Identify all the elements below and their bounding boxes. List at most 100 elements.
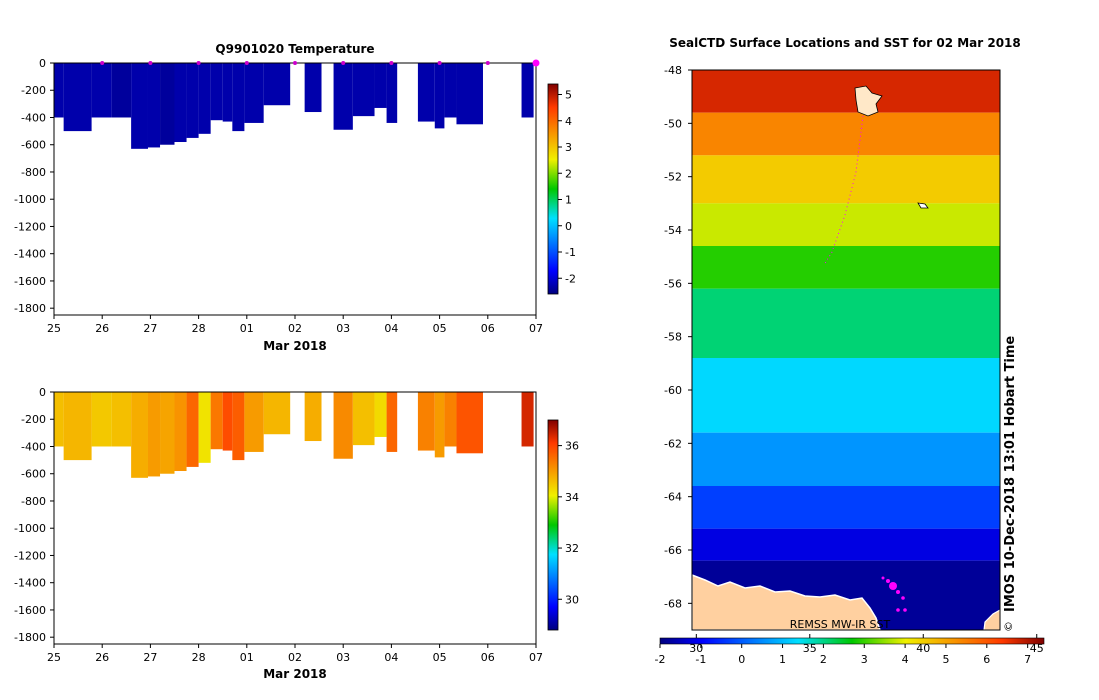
profile-marker: [293, 61, 297, 65]
colorbar-tick-label: -1: [565, 246, 576, 259]
sst-field: [692, 70, 1000, 630]
seal-track: [823, 99, 907, 612]
salinity-panel: 0 -200 -400 -600 -800 -1000 -1200 -1400 -1600 -18…: [14, 386, 579, 681]
profile-column: [434, 63, 445, 129]
profile-marker: [437, 61, 442, 65]
celsius-tick-label: 4: [902, 653, 909, 666]
profile-column: [352, 392, 375, 446]
y-tick-label: -600: [21, 468, 46, 481]
x-tick-label: 03: [336, 651, 350, 664]
profile-column: [417, 392, 435, 451]
colorbar-tick-label: 36: [565, 440, 579, 453]
profile-column: [111, 63, 132, 118]
y-tick-label: 0: [39, 57, 46, 70]
profile-column: [210, 392, 223, 450]
profile-column: [91, 63, 112, 118]
profile-column: [417, 63, 435, 122]
celsius-tick-label: 5: [942, 653, 949, 666]
y-tick-label: -400: [21, 111, 46, 124]
profile-column: [434, 392, 445, 458]
y-tick-label: -1400: [14, 577, 46, 590]
celsius-tick-label: 3: [861, 653, 868, 666]
profile-column: [210, 63, 223, 121]
colorbar-tick-label: -2: [565, 272, 576, 285]
profile-marker: [196, 61, 201, 65]
x-tick-label: 07: [529, 651, 543, 664]
colorbar-tick-label: 34: [565, 491, 579, 504]
profile-column: [160, 392, 175, 474]
x-tick-label: 01: [240, 651, 254, 664]
antarctic-land: [691, 573, 882, 631]
x-tick-label: 01: [240, 322, 254, 335]
profile-column: [263, 63, 291, 106]
y-tick-label: -200: [21, 84, 46, 97]
profile-column: [198, 63, 211, 134]
sst-band: [692, 486, 1000, 529]
colorbar-tick-label: 5: [565, 89, 572, 102]
x-tick-label: 26: [95, 322, 109, 335]
x-tick-label: 28: [192, 651, 206, 664]
y-tick-label: -200: [21, 413, 46, 426]
profile-column: [232, 63, 245, 132]
x-tick-label: 06: [481, 322, 495, 335]
lat-tick-label: -52: [664, 171, 682, 184]
x-tick-label: 05: [433, 322, 447, 335]
lat-tick-label: -68: [664, 597, 682, 610]
fahrenheit-tick-label: 45: [1030, 642, 1044, 655]
x-tick-label: 27: [143, 322, 157, 335]
colorbar-tick-label: 1: [565, 194, 572, 207]
x-tick-label: 04: [384, 651, 398, 664]
sub-antarctic-island: [854, 85, 883, 117]
small-island: [917, 202, 929, 209]
sst-band: [692, 70, 1000, 113]
sst-map-panel: SealCTD Surface Locations and SST for 02…: [655, 36, 1045, 666]
temperature-profiles: [54, 63, 534, 149]
y-tick-label: -1800: [14, 631, 46, 644]
sst-band: [692, 155, 1000, 204]
sst-band: [692, 432, 1000, 486]
profile-column: [147, 63, 161, 148]
y-tick-label: -1000: [14, 193, 46, 206]
profile-column: [304, 63, 322, 113]
lat-tick-label: -64: [664, 491, 682, 504]
salinity-colorbar-ticks: 36 34 32 30: [558, 440, 579, 606]
salinity-x-axis: 25 26 27 28 01 02 03 04 05 06 07: [47, 644, 543, 664]
copyright-symbol: ©: [1002, 621, 1015, 632]
profile-column: [160, 63, 175, 145]
y-tick-label: -1400: [14, 248, 46, 261]
sst-band: [692, 203, 1000, 246]
temperature-panel: Q9901020 Temperature 0 -200 -400 -600 -800 -1…: [14, 42, 576, 353]
colorbar-tick-label: 2: [565, 167, 572, 180]
temperature-y-axis: 0 -200 -400 -600 -800 -1000 -1200 -1400 -1600 -18…: [14, 57, 54, 315]
profile-column: [111, 392, 132, 447]
profile-column: [91, 392, 112, 447]
profile-column: [174, 392, 187, 472]
x-tick-label: 06: [481, 651, 495, 664]
profile-column: [333, 63, 353, 130]
salinity-profiles: [54, 392, 534, 478]
salinity-y-axis: 0 -200 -400 -600 -800 -1000 -1200 -1400 -1600 -18…: [14, 386, 54, 644]
temperature-title: Q9901020 Temperature: [215, 42, 374, 56]
x-tick-label: 25: [47, 322, 61, 335]
temperature-x-axis: 25 26 27 28 01 02 03 04 05 06 07: [47, 315, 543, 335]
temperature-xlabel: Mar 2018: [263, 339, 327, 353]
x-tick-label: 07: [529, 322, 543, 335]
profile-marker: [485, 61, 490, 65]
profile-column: [186, 392, 199, 467]
profile-column: [222, 392, 233, 451]
profile-marker: [389, 61, 394, 65]
fahrenheit-tick-label: 35: [803, 642, 817, 655]
celsius-tick-label: 1: [779, 653, 786, 666]
celsius-tick-label: 2: [820, 653, 827, 666]
profile-column: [521, 392, 534, 447]
x-tick-label: 02: [288, 322, 302, 335]
celsius-tick-label: -1: [695, 653, 706, 666]
profile-column: [352, 63, 375, 117]
profile-column: [263, 392, 291, 435]
profile-column: [131, 63, 148, 149]
lat-tick-label: -54: [664, 224, 682, 237]
y-tick-label: -800: [21, 166, 46, 179]
sst-colorbar-ticks: -2 -1 0 1 2 3 4 5 6 730 35 40 45: [655, 634, 1044, 666]
celsius-tick-label: 7: [1024, 653, 1031, 666]
